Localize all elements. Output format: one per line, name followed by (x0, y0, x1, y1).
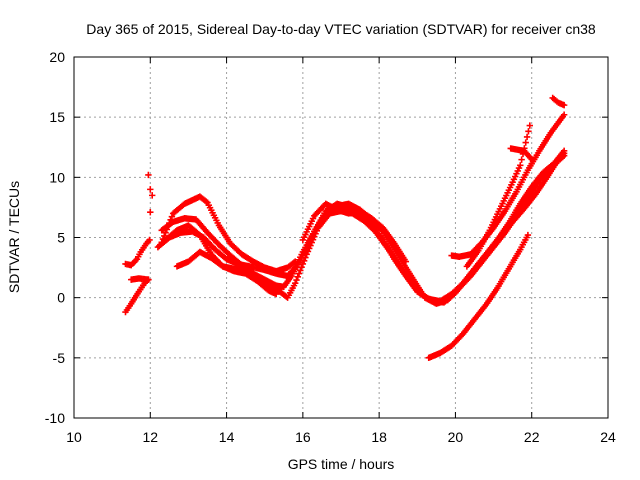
data-point (560, 101, 568, 109)
grid-lines (74, 57, 608, 418)
series-track-12 (463, 122, 534, 270)
data-point (311, 233, 318, 240)
y-axis-label: SDTVAR / TECUs (6, 181, 22, 293)
data-point (306, 245, 313, 252)
data-points (122, 94, 568, 362)
data-point (164, 223, 172, 230)
x-tick-label: 14 (219, 429, 235, 445)
data-point (299, 260, 307, 268)
y-tick-label: 20 (49, 49, 65, 65)
data-point (297, 267, 304, 274)
data-point (272, 290, 280, 298)
data-point (402, 258, 410, 265)
x-tick-label: 16 (295, 429, 311, 445)
data-point (525, 128, 532, 135)
series-track-2 (122, 236, 153, 269)
data-point (309, 236, 317, 243)
data-point (304, 248, 312, 255)
data-point (303, 251, 310, 258)
data-point (560, 150, 568, 157)
data-point (168, 213, 176, 220)
series-track-13 (507, 145, 535, 163)
series-track-3 (128, 275, 152, 283)
data-point (167, 216, 174, 224)
data-point (523, 133, 531, 141)
data-point (161, 232, 168, 240)
series-track-8 (158, 193, 299, 275)
series-track-1 (122, 276, 152, 316)
series-track-15 (425, 231, 532, 362)
data-point (162, 229, 169, 236)
data-point (517, 162, 524, 169)
data-point (560, 111, 568, 118)
data-point (147, 186, 154, 193)
data-point (308, 239, 315, 246)
data-point (307, 242, 314, 249)
data-point (290, 259, 298, 266)
data-point (293, 276, 300, 284)
x-tick-label: 24 (600, 429, 616, 445)
x-tick-label: 12 (142, 429, 158, 445)
series-track-4 (145, 171, 156, 216)
data-point (300, 257, 308, 264)
y-tick-label: 15 (49, 109, 65, 125)
data-point (159, 235, 167, 243)
series-track-11 (448, 111, 568, 260)
data-point (313, 227, 321, 235)
data-point (302, 254, 309, 261)
x-tick-label: 18 (371, 429, 387, 445)
x-axis-label: GPS time / hours (288, 456, 395, 472)
data-point (163, 226, 171, 233)
x-tick-label: 20 (448, 429, 464, 445)
x-tick-labels: 10 12 14 16 18 20 22 24 (66, 429, 616, 445)
data-point (147, 209, 154, 216)
data-point (524, 231, 532, 239)
data-point (526, 122, 534, 129)
data-point (292, 258, 299, 265)
y-tick-label: 0 (57, 290, 65, 306)
data-point (294, 273, 301, 281)
data-point (145, 276, 152, 283)
data-point (145, 171, 152, 179)
series-track-14 (549, 94, 568, 109)
data-point (312, 230, 319, 237)
chart-title: Day 365 of 2015, Sidereal Day-to-day VTE… (86, 21, 596, 37)
data-point (166, 219, 173, 227)
tick-marks (73, 56, 609, 419)
data-point (195, 230, 202, 238)
y-tick-label: -5 (53, 350, 66, 366)
y-tick-label: 10 (49, 169, 65, 185)
y-tick-label: 5 (57, 230, 65, 246)
series-track-9 (173, 248, 280, 298)
data-point (158, 239, 165, 246)
x-tick-label: 22 (524, 429, 540, 445)
y-tick-labels: -10 -5 0 5 10 15 20 (45, 49, 65, 426)
y-tick-label: -10 (45, 410, 65, 426)
data-point (518, 156, 525, 163)
series-track-7 (162, 150, 568, 306)
data-point (528, 156, 535, 163)
data-point (292, 280, 299, 287)
data-point (298, 263, 305, 271)
data-point (295, 270, 303, 277)
data-point (203, 198, 210, 205)
data-point (146, 236, 153, 244)
data-point (522, 139, 529, 146)
data-point (148, 192, 156, 199)
x-tick-label: 10 (66, 429, 82, 445)
series-track-10 (299, 200, 410, 265)
